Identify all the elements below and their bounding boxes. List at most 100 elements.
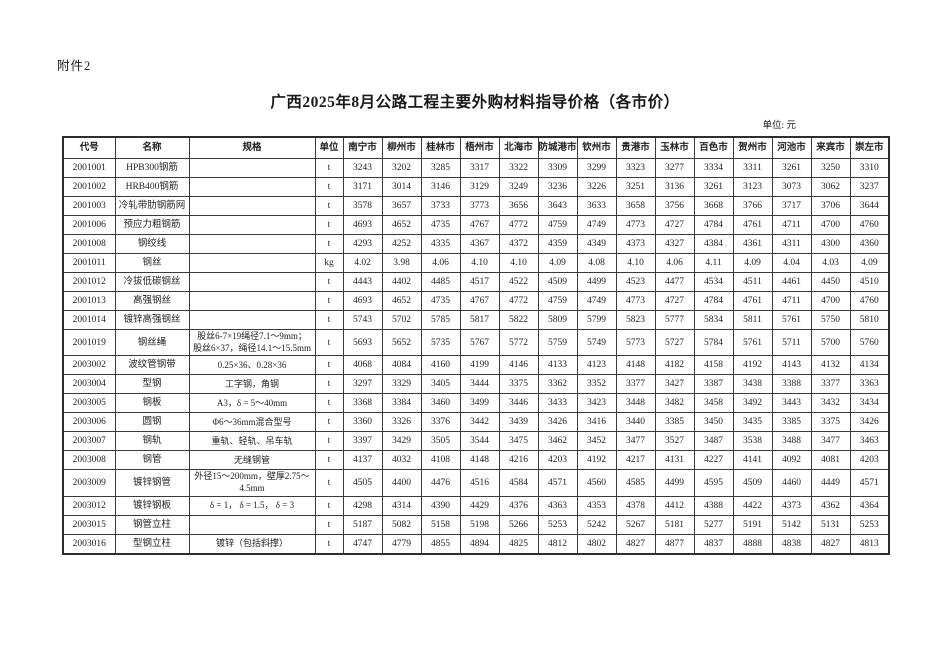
table-header: 代号 名称 规格 单位 南宁市 柳州市 桂林市 梧州市 北海市 防城港市 钦州市 贵港市 玉林市 百色市贺… xyxy=(62,136,890,159)
price-cell: 3299 xyxy=(576,158,617,178)
column-header-7: 梧州市 xyxy=(459,136,500,159)
price-cell: 4384 xyxy=(693,234,734,254)
price-cell: 4855 xyxy=(420,533,461,555)
price-cell: 3668 xyxy=(693,196,734,216)
price-cell: 4727 xyxy=(654,291,695,311)
spec-cell: 重轨、轻轨、吊车轨 xyxy=(188,431,316,452)
price-cell: 4373 xyxy=(771,495,812,516)
unit-cell: t xyxy=(314,374,344,395)
price-cell: 3375 xyxy=(498,374,539,395)
spec-cell xyxy=(188,177,316,197)
price-cell: 4700 xyxy=(810,291,851,311)
price-cell: 3643 xyxy=(537,196,578,216)
name-cell: 冷轧带肋钢筋网 xyxy=(114,196,190,216)
price-cell: 3387 xyxy=(693,374,734,395)
price-cell: 3733 xyxy=(420,196,461,216)
price-cell: 5693 xyxy=(342,328,383,357)
price-cell: 4584 xyxy=(498,469,539,497)
price-cell: 4894 xyxy=(459,533,500,555)
unit-cell: t xyxy=(314,234,344,254)
price-cell: 4773 xyxy=(615,215,656,235)
price-cell: 4499 xyxy=(576,272,617,292)
column-header-13: 百色市 xyxy=(693,136,734,159)
table-row: 2003012 镀锌钢板 δ = 1， δ = 1.5， δ = 3 t 4298 431… xyxy=(62,495,890,516)
price-cell: 5727 xyxy=(654,328,695,357)
price-cell: 3435 xyxy=(732,412,773,433)
price-cell: 4747 xyxy=(342,533,383,555)
spec-cell xyxy=(188,196,316,216)
price-cell: 5242 xyxy=(576,514,617,535)
price-cell: 4772 xyxy=(498,291,539,311)
unit-cell: t xyxy=(314,495,344,516)
table-row: 2003004 型钢 工字钢，角钢 t 3297 3329 3405 3444 3375 3362… xyxy=(62,374,890,395)
table-row: 2001011 钢丝 kg 4.02 3.98 4.06 4.10 4.10 4.09 4.08 4… xyxy=(62,253,890,273)
code-cell: 2003016 xyxy=(62,533,116,555)
price-cell: 4412 xyxy=(654,495,695,516)
price-cell: 3243 xyxy=(342,158,383,178)
name-cell: 钢轨 xyxy=(114,431,190,452)
price-cell: 4203 xyxy=(537,450,578,471)
spec-cell: 无缝钢管 xyxy=(188,450,316,471)
code-cell: 2001002 xyxy=(62,177,116,197)
spec-cell xyxy=(188,215,316,235)
price-cell: 5277 xyxy=(693,514,734,535)
price-cell: 5772 xyxy=(498,328,539,357)
spec-cell xyxy=(188,158,316,178)
price-cell: 5810 xyxy=(849,310,890,330)
price-cell: 4760 xyxy=(849,291,890,311)
price-cell: 3446 xyxy=(498,393,539,414)
price-cell: 4378 xyxy=(615,495,656,516)
price-cell: 3376 xyxy=(420,412,461,433)
price-cell: 4825 xyxy=(498,533,539,555)
price-cell: 3426 xyxy=(537,412,578,433)
name-cell: HPB300钢筋 xyxy=(114,158,190,178)
price-cell: 3062 xyxy=(810,177,851,197)
price-cell: 5181 xyxy=(654,514,695,535)
price-cell: 4199 xyxy=(459,355,500,376)
price-cell: 4032 xyxy=(381,450,422,471)
spec-cell xyxy=(188,291,316,311)
unit-cell: t xyxy=(314,533,344,555)
price-cell: 4360 xyxy=(849,234,890,254)
price-cell: 4362 xyxy=(810,495,851,516)
price-cell: 4349 xyxy=(576,234,617,254)
price-cell: 3352 xyxy=(576,374,617,395)
price-cell: 3656 xyxy=(498,196,539,216)
price-cell: 4516 xyxy=(459,469,500,497)
code-cell: 2001012 xyxy=(62,272,116,292)
price-cell: 4146 xyxy=(498,355,539,376)
price-cell: 3171 xyxy=(342,177,383,197)
price-cell: 4388 xyxy=(693,495,734,516)
price-cell: 4.11 xyxy=(693,253,734,273)
column-header-6: 桂林市 xyxy=(420,136,461,159)
price-cell: 4372 xyxy=(498,234,539,254)
price-cell: 4.09 xyxy=(732,253,773,273)
spec-cell: 镀锌（包括斜撑） xyxy=(188,533,316,555)
price-cell: 3448 xyxy=(615,393,656,414)
price-cell: 5823 xyxy=(615,310,656,330)
price-cell: 4652 xyxy=(381,215,422,235)
code-cell: 2003005 xyxy=(62,393,116,414)
price-cell: 3329 xyxy=(381,374,422,395)
price-cell: 5834 xyxy=(693,310,734,330)
price-cell: 4361 xyxy=(732,234,773,254)
table-row: 2001008 钢绞线 t 4293 4252 4335 4367 4372 4359 4349 4… xyxy=(62,234,890,254)
price-cell: 5760 xyxy=(849,328,890,357)
price-cell: 3073 xyxy=(771,177,812,197)
name-cell: 钢丝绳 xyxy=(114,328,190,357)
price-cell: 4.06 xyxy=(420,253,461,273)
price-cell: 4298 xyxy=(342,495,383,516)
price-cell: 3377 xyxy=(615,374,656,395)
price-cell: 4311 xyxy=(771,234,812,254)
price-cell: 4522 xyxy=(498,272,539,292)
price-cell: 4509 xyxy=(537,272,578,292)
name-cell: 型钢 xyxy=(114,374,190,395)
price-cell: 5711 xyxy=(771,328,812,357)
table-row: 2001014 镀锌高强钢丝 t 5743 5702 5785 5817 5822 5809 57… xyxy=(62,310,890,330)
price-cell: 3237 xyxy=(849,177,890,197)
price-cell: 3477 xyxy=(615,431,656,452)
price-cell: 3443 xyxy=(771,393,812,414)
price-cell: 5131 xyxy=(810,514,851,535)
price-cell: 4735 xyxy=(420,215,461,235)
price-cell: 5784 xyxy=(693,328,734,357)
